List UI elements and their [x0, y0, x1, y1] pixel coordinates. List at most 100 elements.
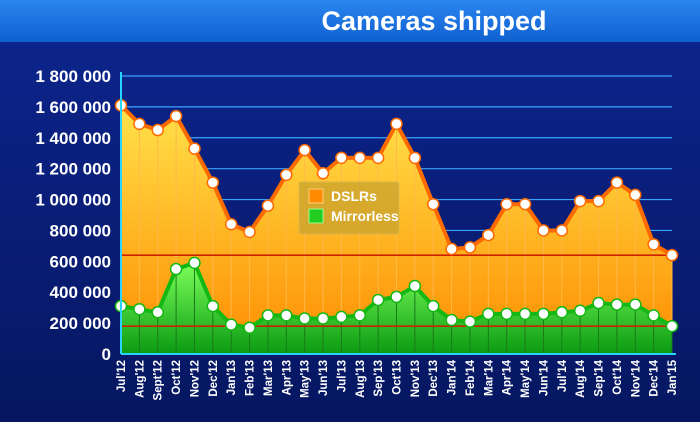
x-tick-label: Oct'14	[612, 359, 624, 394]
x-tick-label: Aug'12	[134, 360, 146, 398]
data-point-dslrs	[224, 218, 238, 231]
data-point-mirrorless	[555, 306, 569, 319]
y-tick-label: 800 000	[50, 221, 111, 240]
data-point-mirrorless	[316, 312, 330, 325]
data-point-dslrs	[463, 241, 477, 254]
x-tick-label: Jun'14	[538, 359, 550, 396]
x-tick-label: Jan'14	[447, 359, 459, 395]
axes: 0 200 000 400 000 600 000 800 000 1 000 000 1 …	[35, 67, 679, 400]
data-point-mirrorless	[629, 298, 642, 311]
data-point-mirrorless	[206, 299, 220, 313]
data-point-mirrorless	[298, 312, 311, 325]
data-point-mirrorless	[408, 279, 422, 293]
data-point-dslrs	[500, 197, 513, 211]
data-point-dslrs	[371, 151, 385, 165]
data-point-mirrorless	[243, 321, 256, 334]
data-points	[114, 99, 679, 334]
x-tick-label: Jul'12	[116, 360, 128, 392]
data-point-dslrs	[445, 242, 458, 256]
x-tick-label: Nov'13	[410, 360, 422, 397]
data-point-dslrs	[518, 197, 532, 211]
legend-swatch-mirrorless	[308, 208, 324, 224]
x-tick-label: Oct'13	[392, 360, 404, 395]
y-tick-label: 1 800 000	[35, 67, 111, 86]
data-point-dslrs	[482, 228, 495, 242]
x-tick-label: Nov'12	[189, 360, 201, 397]
y-tick-label: 1 200 000	[35, 160, 111, 179]
x-tick-label: Dec'14	[649, 359, 661, 396]
x-tick-label: Jan'13	[226, 360, 238, 395]
data-point-dslrs	[243, 225, 256, 239]
data-point-dslrs	[335, 151, 348, 165]
x-tick-label: Mar'14	[483, 359, 495, 396]
data-point-mirrorless	[592, 296, 605, 310]
data-point-mirrorless	[151, 306, 164, 319]
x-tick-label: Feb'14	[465, 359, 477, 396]
data-point-mirrorless	[133, 302, 146, 316]
data-point-mirrorless	[390, 290, 403, 304]
data-point-dslrs	[573, 194, 587, 208]
data-point-dslrs	[169, 109, 183, 123]
x-tick-label: Dec'12	[208, 360, 220, 397]
x-tick-label: Jun'13	[318, 360, 330, 396]
data-point-dslrs	[261, 199, 275, 212]
reference-lines	[121, 254, 672, 328]
data-point-mirrorless	[482, 307, 495, 321]
data-point-mirrorless	[610, 298, 624, 311]
y-tick-label: 400 000	[50, 283, 111, 302]
data-point-mirrorless	[573, 304, 587, 318]
data-point-mirrorless	[665, 319, 679, 333]
data-point-dslrs	[206, 176, 220, 189]
data-point-dslrs	[555, 224, 569, 237]
data-point-dslrs	[592, 194, 605, 208]
data-point-dslrs	[629, 188, 642, 202]
data-point-dslrs	[390, 117, 403, 131]
data-point-dslrs	[665, 248, 679, 262]
data-point-dslrs	[647, 238, 660, 251]
x-tick-label: Oct'12	[171, 360, 183, 395]
x-tick-label: Jul'13	[336, 360, 348, 392]
data-point-dslrs	[151, 123, 164, 137]
data-point-dslrs	[408, 151, 422, 165]
data-point-dslrs	[298, 143, 311, 157]
legend-label-mirrorless: Mirrorless	[331, 208, 399, 224]
x-tick-label: Dec'13	[428, 360, 440, 397]
data-point-dslrs	[610, 176, 624, 189]
legend: DSLRs Mirrorless	[298, 181, 400, 235]
data-point-mirrorless	[426, 299, 440, 313]
data-point-mirrorless	[261, 309, 275, 322]
y-tick-label: 0	[102, 345, 111, 364]
data-point-dslrs	[316, 167, 330, 180]
x-tick-label: Apr'14	[502, 359, 514, 395]
data-point-dslrs	[353, 151, 367, 165]
data-point-dslrs	[188, 142, 201, 155]
x-tick-label: Sept'12	[153, 360, 165, 400]
data-point-mirrorless	[280, 309, 293, 322]
data-point-mirrorless	[371, 293, 385, 307]
legend-label-dslrs: DSLRs	[331, 188, 377, 204]
y-tick-label: 600 000	[50, 252, 111, 271]
data-point-dslrs	[426, 197, 440, 211]
x-tick-label: Aug'14	[575, 359, 587, 397]
data-point-mirrorless	[445, 313, 458, 327]
legend-swatch-dslrs	[308, 188, 324, 204]
x-tick-label: Nov'14	[630, 359, 642, 397]
title-bar	[0, 0, 700, 42]
data-point-mirrorless	[537, 307, 550, 321]
data-point-mirrorless	[647, 309, 660, 322]
x-tick-label: May'13	[300, 360, 312, 398]
data-point-dslrs	[133, 117, 146, 131]
data-point-mirrorless	[169, 262, 183, 276]
x-tick-label: Jan'15	[667, 359, 679, 395]
x-tick-label: May'14	[520, 359, 532, 398]
data-point-mirrorless	[188, 256, 201, 270]
x-tick-label: Jul'14	[557, 359, 569, 392]
x-tick-label: Feb'13	[245, 360, 257, 396]
y-tick-label: 1 600 000	[35, 98, 111, 117]
data-point-mirrorless	[335, 310, 348, 324]
x-tick-label: Sep'14	[594, 359, 606, 396]
legend-box	[298, 181, 400, 235]
data-point-mirrorless	[224, 318, 238, 331]
